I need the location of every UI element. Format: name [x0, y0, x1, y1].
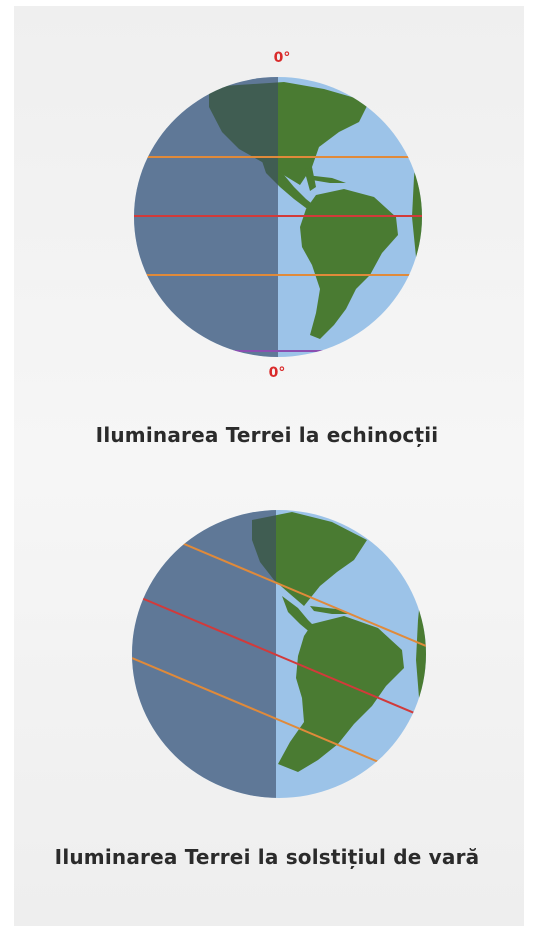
globe-solstice	[132, 510, 426, 798]
latitude-label-top: 0°	[273, 50, 291, 66]
caption-solstice: Iluminarea Terrei la solstițiul de vară	[54, 845, 480, 869]
globe-equinox	[134, 77, 422, 357]
latitude-label-bottom: 0°	[268, 365, 286, 381]
cuba-island	[306, 175, 346, 183]
cuba-island	[310, 606, 350, 614]
north-america-landmass	[252, 512, 367, 606]
florida-landmass	[304, 167, 316, 191]
central-america-landmass	[282, 596, 318, 634]
caption-equinox: Iluminarea Terrei la echinocții	[95, 423, 439, 447]
equator-line	[132, 593, 426, 719]
south-america-landmass	[300, 189, 398, 339]
